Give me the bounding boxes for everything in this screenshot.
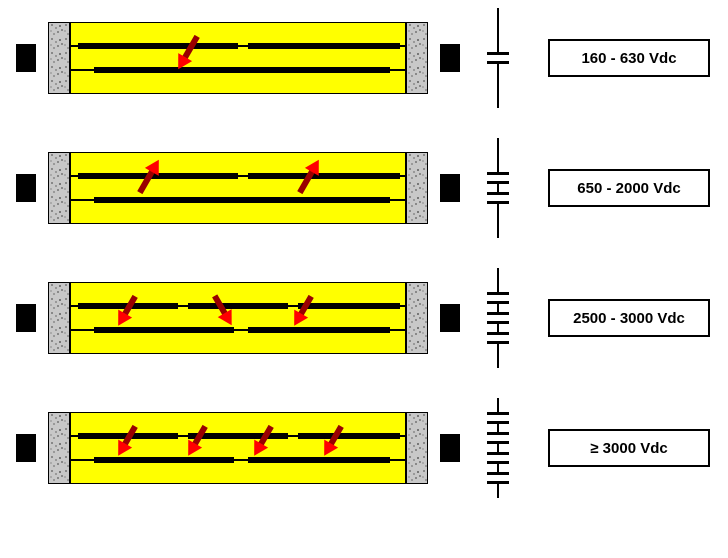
voltage-label: 2500 - 3000 Vdc — [548, 299, 710, 337]
left-terminal — [16, 174, 36, 202]
symbol-plate — [487, 481, 509, 484]
capacitor-cross-section — [32, 22, 444, 94]
breakdown-arrow — [140, 192, 141, 193]
symbol-plate — [487, 312, 509, 315]
breakdown-arrow — [204, 426, 205, 427]
symbol-plate — [487, 452, 509, 455]
symbol-plate — [487, 61, 509, 64]
breakdown-arrow — [340, 426, 341, 427]
symbol-plate — [487, 52, 509, 55]
capacitor-cross-section — [32, 152, 444, 224]
breakdown-arrow — [270, 426, 271, 427]
symbol-plate — [487, 321, 509, 324]
symbol-plate — [487, 341, 509, 344]
capacitor-row-3: 2500 - 3000 Vdc — [0, 282, 728, 384]
left-terminal — [16, 304, 36, 332]
right-terminal — [440, 174, 460, 202]
electrode — [94, 197, 390, 203]
voltage-label: 650 - 2000 Vdc — [548, 169, 710, 207]
symbol-plate — [487, 192, 509, 195]
symbol-plate — [487, 301, 509, 304]
electrode — [188, 303, 288, 309]
electrode — [298, 303, 400, 309]
breakdown-arrow — [300, 192, 301, 193]
electrode — [248, 327, 390, 333]
dielectric-layer — [70, 330, 406, 354]
electrode — [94, 67, 390, 73]
left-terminal — [16, 44, 36, 72]
right-endcap — [406, 282, 428, 354]
symbol-plate — [487, 472, 509, 475]
capacitor-row-4: ≥ 3000 Vdc — [0, 412, 728, 514]
symbol-plate — [487, 461, 509, 464]
breakdown-arrow — [196, 36, 197, 37]
voltage-label: 160 - 630 Vdc — [548, 39, 710, 77]
symbol-plate — [487, 441, 509, 444]
symbol-plate — [487, 332, 509, 335]
symbol-wire — [497, 138, 499, 238]
electrode — [248, 43, 400, 49]
symbol-plate — [487, 292, 509, 295]
diagram-canvas: 160 - 630 Vdc 650 - 2000 Vdc 2500 - 3000 V… — [0, 0, 728, 558]
left-endcap — [48, 412, 70, 484]
breakdown-arrow — [134, 296, 135, 297]
electrode — [248, 457, 390, 463]
dielectric-layer — [70, 200, 406, 224]
right-endcap — [406, 22, 428, 94]
capacitor-cross-section — [32, 412, 444, 484]
capacitor-row-2: 650 - 2000 Vdc — [0, 152, 728, 254]
symbol-plate — [487, 412, 509, 415]
electrode — [94, 327, 234, 333]
left-endcap — [48, 282, 70, 354]
electrode — [248, 173, 400, 179]
electrode — [298, 433, 400, 439]
symbol-plate — [487, 181, 509, 184]
breakdown-arrow — [214, 296, 215, 297]
right-endcap — [406, 152, 428, 224]
voltage-label: ≥ 3000 Vdc — [548, 429, 710, 467]
right-terminal — [440, 44, 460, 72]
left-endcap — [48, 22, 70, 94]
symbol-plate — [487, 172, 509, 175]
breakdown-arrow — [310, 296, 311, 297]
right-terminal — [440, 434, 460, 462]
capacitor-row-1: 160 - 630 Vdc — [0, 22, 728, 124]
capacitor-cross-section — [32, 282, 444, 354]
left-terminal — [16, 434, 36, 462]
symbol-plate — [487, 201, 509, 204]
electrode — [78, 43, 238, 49]
right-terminal — [440, 304, 460, 332]
symbol-plate — [487, 421, 509, 424]
dielectric-layer — [70, 460, 406, 484]
dielectric-layer — [70, 70, 406, 94]
symbol-plate — [487, 432, 509, 435]
electrode — [94, 457, 234, 463]
breakdown-arrow — [134, 426, 135, 427]
left-endcap — [48, 152, 70, 224]
right-endcap — [406, 412, 428, 484]
